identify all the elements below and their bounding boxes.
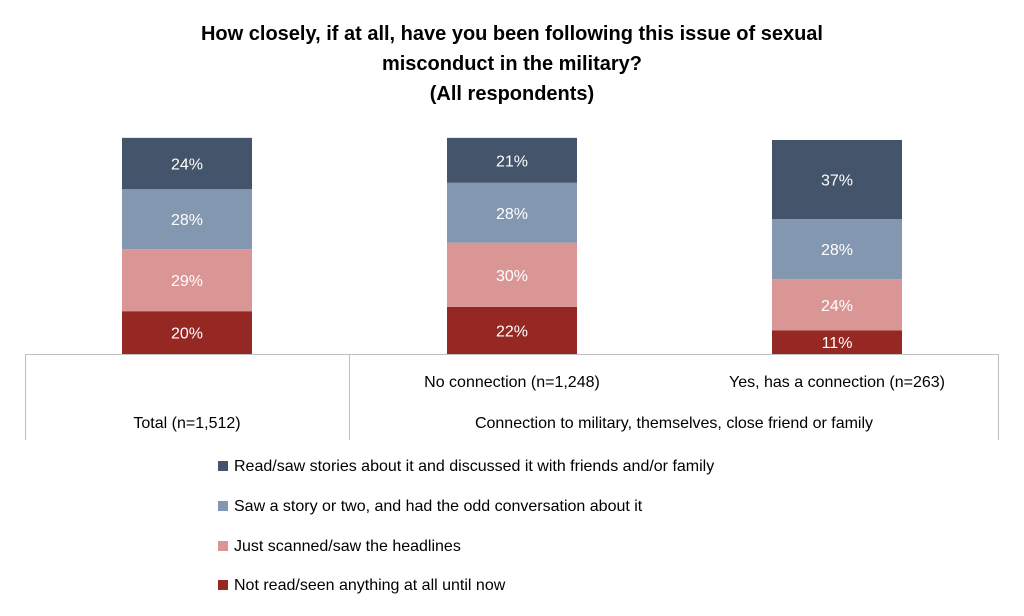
chart-title-line-3: (All respondents) (430, 83, 594, 105)
data-label: 28% (821, 242, 853, 259)
bar-segment (772, 330, 902, 354)
bar-segment (447, 242, 577, 307)
bar-segment (772, 279, 902, 331)
data-label: 30% (496, 268, 528, 285)
legend-swatch (218, 580, 228, 590)
bar-segment (772, 219, 902, 280)
data-label: 20% (171, 326, 203, 343)
bar-segment (447, 137, 577, 183)
legend-item: Read/saw stories about it and discussed … (218, 458, 714, 475)
data-label: 22% (496, 323, 528, 340)
bar-segment (447, 182, 577, 243)
category-label: Yes, has a connection (n=263) (729, 374, 945, 391)
data-label: 28% (171, 212, 203, 229)
legend-label: Read/saw stories about it and discussed … (234, 458, 714, 475)
category-label: Total (n=1,512) (133, 415, 240, 432)
category-label: No connection (n=1,248) (424, 374, 600, 391)
data-label: 28% (496, 206, 528, 223)
data-label: 29% (171, 273, 203, 290)
legend-label: Just scanned/saw the headlines (234, 538, 461, 555)
chart-title-line-1: How closely, if at all, have you been fo… (201, 23, 823, 45)
legend-item: Just scanned/saw the headlines (218, 538, 461, 555)
category-axis: Total (n=1,512) No connection (n=1,248) Ye… (25, 354, 999, 440)
legend-swatch (218, 461, 228, 471)
bars-group: 20% 29% 28% 24% 22% 30% 28% 21% 11% 24% 28% 37% (122, 137, 902, 354)
data-label: 37% (821, 173, 853, 190)
legend-item: Not read/seen anything at all until now (218, 577, 506, 594)
data-label: 11% (822, 335, 853, 352)
bar-segment (447, 306, 577, 354)
bar-segment (122, 249, 252, 312)
category-group-label: Connection to military, themselves, clos… (475, 415, 873, 432)
data-label: 21% (496, 153, 528, 170)
legend-swatch (218, 541, 228, 551)
legend: Read/saw stories about it and discussed … (218, 458, 714, 594)
bar-segment (122, 137, 252, 190)
legend-item: Saw a story or two, and had the odd conv… (218, 498, 643, 515)
data-label: 24% (821, 298, 853, 315)
bar-segment (122, 189, 252, 250)
data-label: 24% (171, 157, 203, 174)
legend-swatch (218, 501, 228, 511)
bar-segment (122, 311, 252, 354)
bar-segment (772, 140, 902, 220)
legend-label: Saw a story or two, and had the odd conv… (234, 498, 643, 515)
legend-label: Not read/seen anything at all until now (234, 577, 506, 594)
chart-title-line-2: misconduct in the military? (382, 53, 642, 75)
